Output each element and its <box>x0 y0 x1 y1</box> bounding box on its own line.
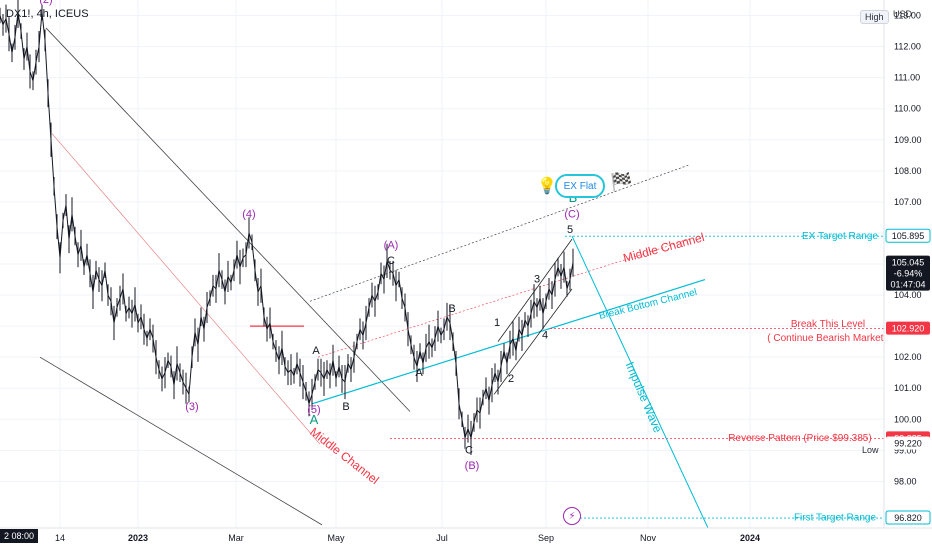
wave-label: C <box>387 255 395 267</box>
time-tick-label: 2023 <box>128 533 148 543</box>
wave-label: (5) <box>307 404 320 416</box>
wave-label: 1 <box>494 317 500 329</box>
chart-annotation-label: Break This Level <box>791 319 865 330</box>
impulse-channel-upper <box>497 238 573 342</box>
price-axis[interactable]: 98.0099.00100.00101.00102.00103.00104.00… <box>883 0 932 528</box>
rising-channel-lower <box>311 278 706 405</box>
checkered-flag-icon: 🏁 <box>610 172 633 192</box>
time-tick-label: Sep <box>538 533 554 543</box>
symbol-title[interactable]: DX1!, 4h, ICEUS <box>6 8 89 20</box>
price-tag-label: 105.045 <box>892 258 925 268</box>
price-tag-label: 99.220 <box>894 439 922 449</box>
price-tick-label: 108.00 <box>894 166 922 176</box>
price-tick-label: 99.00 <box>894 445 917 455</box>
time-axis-bg <box>0 528 932 550</box>
price-tag-label: 105.895 <box>892 231 925 241</box>
price-tick-label: 100.00 <box>894 414 922 424</box>
price-tick-label: 111.00 <box>894 73 920 83</box>
wave-labels: (2)(3)(4)(5)AAB(A)CABC(B)12345(C)BMiddle… <box>39 0 886 524</box>
wave-label: 2 <box>508 373 514 385</box>
price-tag-label: 96.820 <box>894 513 922 523</box>
channel-upper-line <box>45 27 411 412</box>
price-tick-label: 98.00 <box>894 476 917 486</box>
time-tick-label: Jul <box>436 533 448 543</box>
price-tick-label: 102.00 <box>894 352 922 362</box>
high-badge: High <box>860 10 889 24</box>
wave-label: (4) <box>242 208 255 220</box>
lightning-icon[interactable]: ⚡ <box>563 507 581 525</box>
time-tick-label: Nov <box>640 533 657 543</box>
rising-channel-middle <box>317 238 691 358</box>
wave-label: B <box>448 303 455 315</box>
ex-flat-box: EX Flat <box>555 174 605 198</box>
price-tick-label: 110.00 <box>894 104 921 114</box>
time-tick-label: 14 <box>55 533 65 543</box>
currency-label[interactable]: USD <box>893 9 913 19</box>
price-tick-label: 113.00 <box>894 11 921 21</box>
price-tag-extra: 01:47:04 <box>890 280 925 290</box>
chart-annotation-label: ( Continue Bearish Market) <box>767 333 887 344</box>
wave-label: 3 <box>534 274 540 286</box>
price-tick-label: 107.00 <box>894 197 922 207</box>
low-badge: Low <box>862 445 879 455</box>
price-tag-bg <box>886 321 930 335</box>
channel-lower-line <box>39 356 323 526</box>
price-tick-label: 112.00 <box>894 42 921 52</box>
price-tag-bg <box>886 436 930 450</box>
impulse-channel-lower <box>493 288 573 395</box>
chart-annotation-label: EX Target Range <box>802 231 878 242</box>
wave-label: A <box>312 345 320 357</box>
price-line <box>0 12 574 439</box>
wave-label: 5 <box>567 224 573 236</box>
rising-channel-upper <box>309 164 691 302</box>
wave-label: A <box>415 367 423 379</box>
price-tick-label: 101.00 <box>894 383 922 393</box>
wave-label: (B) <box>465 460 480 472</box>
price-tag-bg <box>886 255 930 291</box>
impulse-projection-line <box>571 235 709 529</box>
wave-label: (A) <box>384 239 399 251</box>
time-axis[interactable]: 14 2023 Mar May Jul Sep Nov 2024 <box>0 527 932 550</box>
drawing-layer <box>39 27 884 529</box>
price-tag-extra: -6.94% <box>894 269 923 279</box>
wave-label: 4 <box>542 330 548 342</box>
time-tick-label: May <box>327 533 345 543</box>
wave-label: A <box>310 412 319 427</box>
time-tick-label: 2024 <box>740 533 760 543</box>
chart-annotation-label: Middle Channel <box>307 425 381 487</box>
wave-label: (3) <box>185 401 198 413</box>
time-tick-label: Mar <box>228 533 244 543</box>
wave-label: (2) <box>39 0 52 6</box>
chart-annotation-label: Impulse Wave <box>623 360 666 435</box>
price-tick-label: 109.00 <box>894 135 922 145</box>
price-tag-bg <box>885 510 931 525</box>
bulb-icon: 💡 <box>537 178 557 195</box>
chart-annotation-label: Middle Channel <box>622 230 706 265</box>
channel-middle-line <box>51 133 321 445</box>
grid-lines <box>0 0 884 528</box>
chart-annotation-label: Reverse Pattern (Price $99.385) <box>728 433 871 444</box>
price-tick-label: 104.00 <box>894 290 922 300</box>
chart-annotation-label: First Target Range <box>794 513 877 524</box>
price-tag-label: 102.920 <box>892 324 925 334</box>
wave-label: (C) <box>564 208 579 220</box>
price-series <box>0 0 574 456</box>
wave-label: C <box>465 444 473 456</box>
price-tag-bg <box>885 228 931 243</box>
wave-label: B <box>342 401 349 413</box>
crosshair-time-badge: 2 08:00 <box>0 529 39 543</box>
